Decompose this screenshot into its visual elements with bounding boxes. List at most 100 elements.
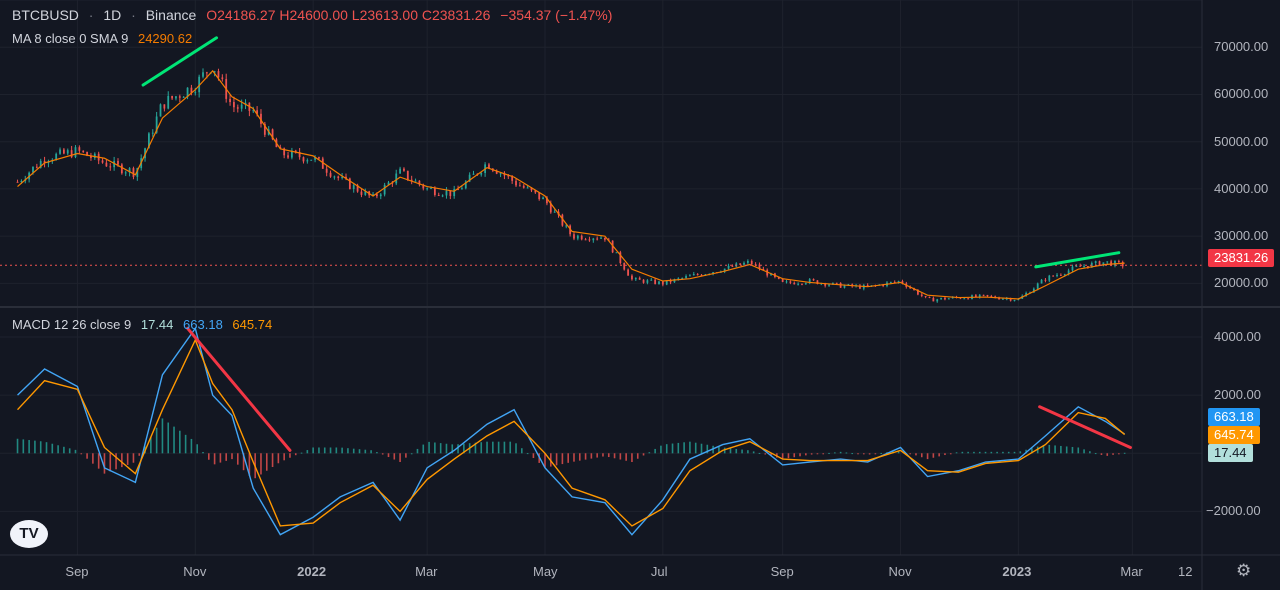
candle-body — [797, 283, 800, 285]
candle-body — [410, 179, 413, 181]
candle-body — [472, 173, 475, 175]
histogram-bar — [1112, 453, 1114, 455]
candle-body — [1075, 265, 1078, 267]
candle-body — [105, 162, 108, 167]
candle-body — [468, 174, 471, 182]
histogram-bar — [196, 444, 199, 454]
histogram-bar — [851, 453, 854, 455]
ma-legend[interactable]: MA 8 close 0 SMA 9 24290.62 — [12, 31, 198, 46]
macd-legend[interactable]: MACD 12 26 close 9 17.44 663.18 645.74 — [12, 317, 278, 332]
histogram-bar — [1054, 445, 1056, 454]
candle-body — [283, 148, 286, 156]
histogram-bar — [1025, 449, 1027, 454]
histogram-bar — [1077, 447, 1080, 454]
candle-body — [1067, 270, 1070, 275]
candle-body — [78, 147, 81, 151]
candle-body — [1002, 298, 1004, 300]
histogram-bar — [1089, 451, 1091, 454]
candle-body — [600, 237, 602, 239]
candle-body — [128, 168, 131, 173]
candle-body — [940, 297, 942, 300]
histogram-bar — [219, 453, 222, 463]
histogram-bar — [596, 453, 598, 458]
histogram-bar — [208, 453, 210, 460]
candle-body — [403, 168, 405, 171]
candle-body — [669, 280, 672, 283]
candle-body — [433, 188, 436, 195]
candle-body — [124, 172, 127, 174]
histogram-bar — [677, 442, 680, 454]
candle-body — [383, 184, 386, 195]
candle-body — [194, 92, 197, 94]
histogram-bar — [422, 444, 425, 454]
histogram-bar — [289, 453, 291, 458]
histogram-bar — [51, 443, 54, 454]
macd-pane — [16, 326, 1126, 536]
candle-body — [619, 252, 622, 263]
candle-body — [325, 168, 328, 173]
histogram-bar — [990, 451, 993, 454]
candle-body — [770, 273, 772, 276]
candle-body — [1013, 300, 1016, 302]
candle-body — [700, 274, 703, 276]
price-tick-label: 50000.00 — [1214, 133, 1269, 149]
candle-body — [801, 283, 803, 285]
symbol-legend[interactable]: BTCBUSD · 1D · Binance O24186.27 H24600.… — [12, 7, 613, 23]
candle-body — [696, 273, 699, 275]
interval[interactable]: 1D — [103, 7, 122, 23]
candle-body — [55, 153, 58, 160]
symbol-name[interactable]: BTCBUSD — [12, 7, 79, 23]
histogram-bar — [150, 437, 152, 454]
histogram-bar — [984, 451, 987, 454]
histogram-bar — [694, 442, 697, 454]
histogram-bar — [897, 450, 900, 454]
candle-body — [233, 102, 235, 108]
histogram-bar — [329, 447, 332, 454]
trendline-red — [186, 326, 292, 452]
tradingview-logo[interactable]: TV — [10, 520, 48, 548]
ohlc-open: O24186.27 — [206, 7, 276, 23]
candle-body — [39, 160, 42, 168]
histogram-bar — [80, 453, 83, 455]
candle-body — [785, 281, 788, 283]
candle-body — [337, 176, 340, 179]
candle-body — [731, 265, 734, 267]
histogram-bar — [161, 418, 164, 454]
candle-body — [395, 173, 398, 184]
candle-body — [321, 158, 324, 169]
histogram-bar — [97, 453, 100, 469]
ma-label[interactable]: MA 8 close 0 SMA 9 — [12, 31, 129, 46]
candle-body — [1087, 266, 1089, 268]
candle-body — [553, 211, 556, 213]
candle-body — [148, 133, 150, 149]
histogram-bar — [880, 452, 882, 454]
histogram-bar — [932, 453, 935, 458]
histogram-bar — [381, 453, 384, 455]
time-tick-label: Jul — [650, 564, 668, 579]
candle-body — [982, 294, 985, 296]
histogram-bar — [631, 453, 633, 463]
histogram-bar — [509, 441, 512, 454]
time-tick-label: Mar — [1120, 564, 1143, 579]
candle-body — [526, 187, 529, 189]
candle-body — [522, 185, 525, 188]
histogram-bar — [138, 453, 141, 456]
candle-body — [372, 194, 374, 196]
candle-body — [746, 260, 749, 263]
candle-body — [824, 283, 827, 286]
histogram-bar — [1042, 445, 1045, 454]
histogram-bar — [445, 443, 448, 454]
macd-label[interactable]: MACD 12 26 close 9 — [12, 317, 132, 332]
gear-icon[interactable]: ⚙ — [1236, 561, 1252, 580]
ma-line — [17, 69, 1125, 300]
candle-body — [781, 278, 784, 282]
histogram-bar — [358, 449, 361, 454]
candle-body — [565, 225, 568, 227]
candle-body — [739, 263, 742, 265]
histogram-bar — [955, 452, 958, 454]
histogram-bar — [457, 444, 459, 454]
candle-body — [503, 173, 506, 176]
candle-body — [387, 182, 390, 185]
price-pane — [0, 68, 1202, 303]
